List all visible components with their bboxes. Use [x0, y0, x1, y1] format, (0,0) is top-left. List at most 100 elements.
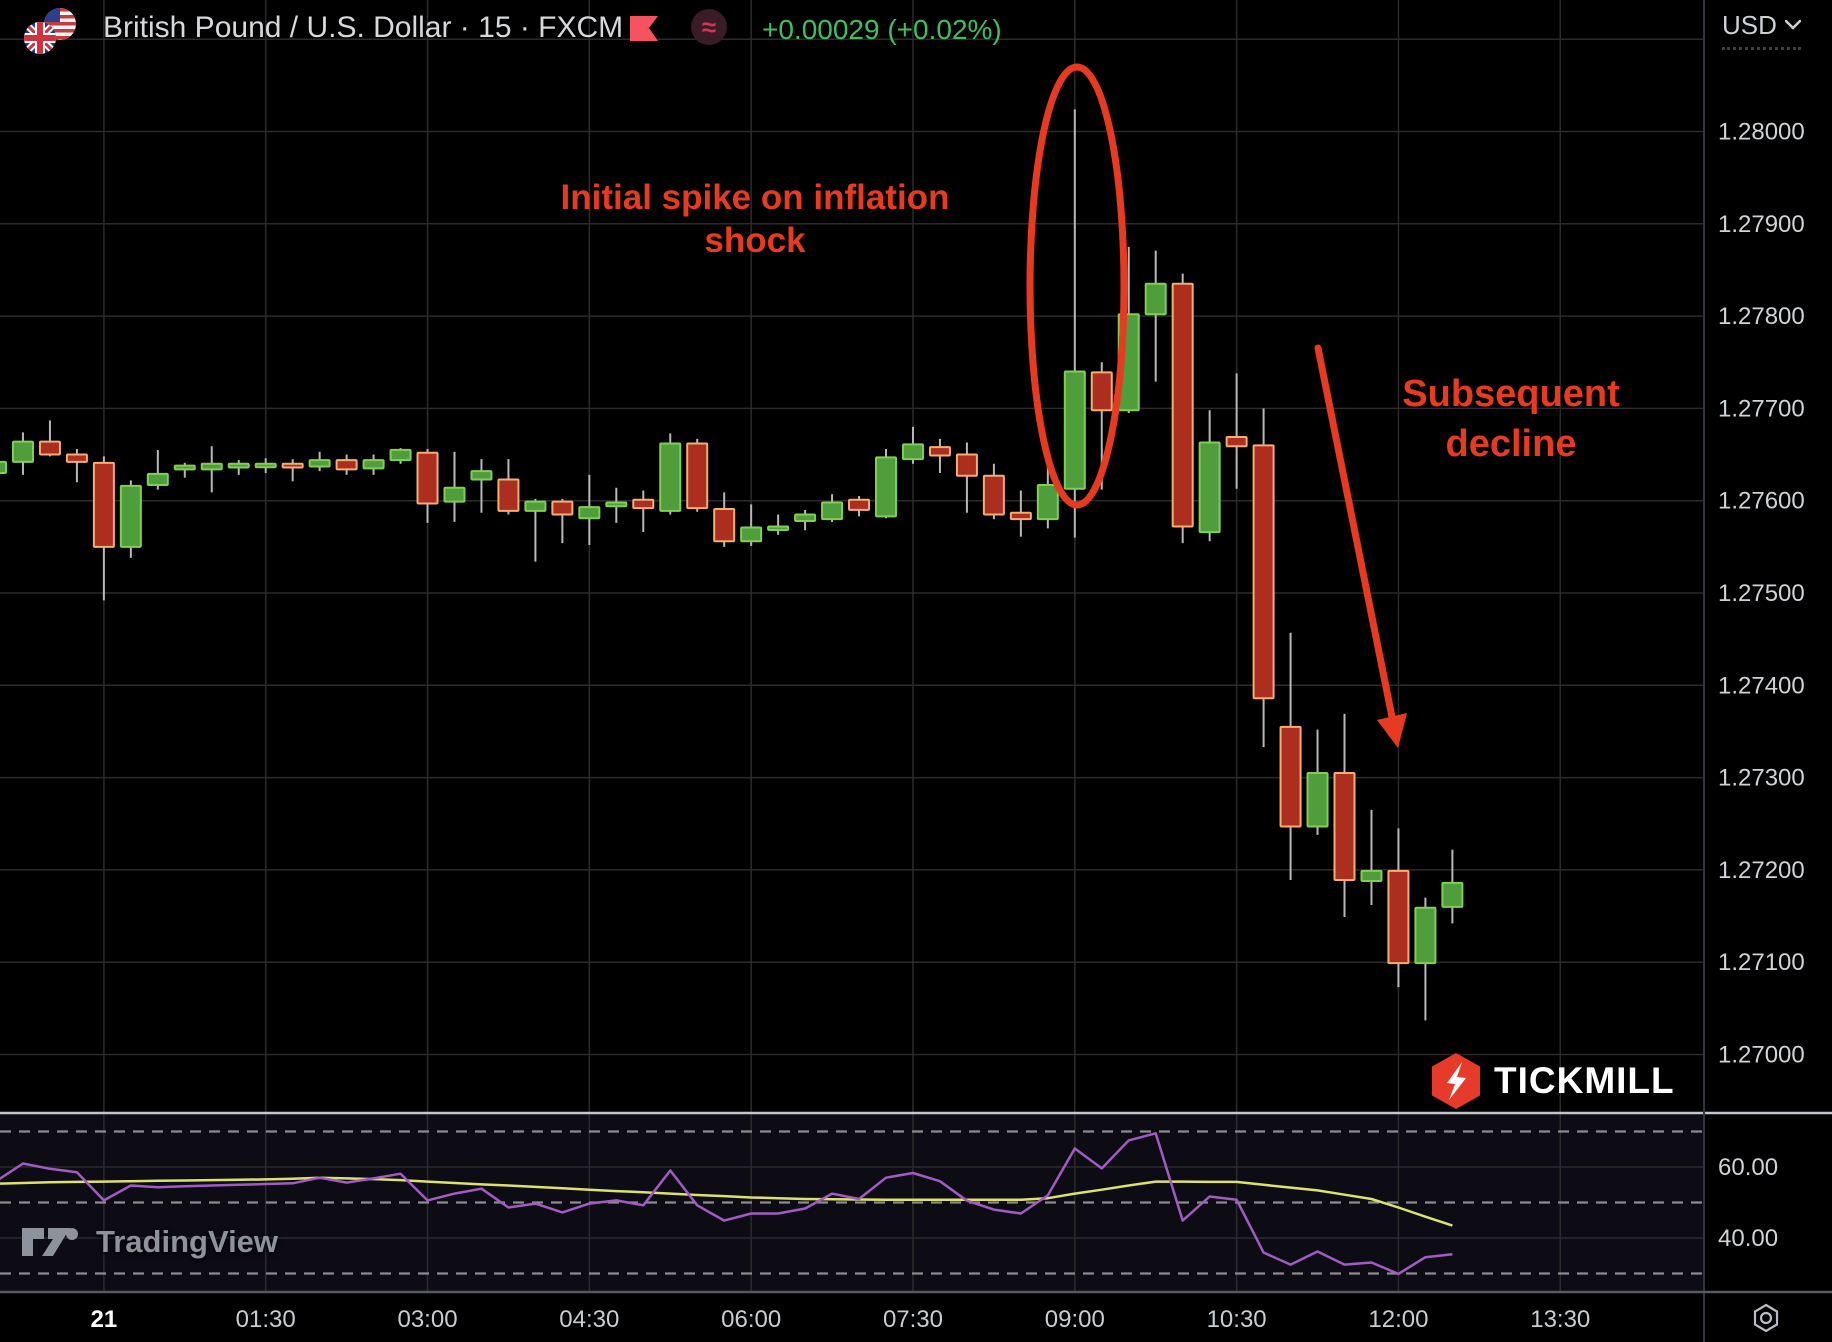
candle-03:15 [443, 486, 466, 503]
price-axis-label[interactable]: 1.27300 [1718, 765, 1805, 792]
price-axis-label[interactable]: 1.27700 [1718, 395, 1805, 422]
annotation-subsequent-decline: Subsequent decline [1311, 369, 1711, 469]
tradingview-watermark: TradingView [20, 1224, 278, 1260]
candle-12:15 [1414, 906, 1437, 965]
time-axis-label[interactable]: 12:00 [1368, 1306, 1428, 1333]
time-axis-label[interactable]: 21 [91, 1306, 118, 1333]
candle-03:00 [416, 451, 439, 505]
price-axis-label[interactable]: 1.28000 [1718, 119, 1805, 146]
candle-08:15 [982, 474, 1005, 516]
candle-02:15 [335, 459, 358, 471]
approx-price-icon[interactable]: ≈ [691, 9, 727, 45]
time-axis-label[interactable]: 03:00 [397, 1306, 457, 1333]
candle-01:00 [200, 462, 223, 471]
candle-00:30 [146, 472, 169, 487]
tradingview-watermark-label: TradingView [96, 1224, 279, 1259]
candle-12:30 [1441, 881, 1464, 908]
candle-06:30 [794, 513, 817, 523]
annotation-line: shock [704, 221, 806, 260]
candle-23:45 [65, 453, 88, 463]
tickmill-hexagon-icon [1432, 1053, 1480, 1109]
candle-05:15 [659, 442, 682, 512]
price-axis-label[interactable]: 1.27800 [1718, 303, 1805, 330]
candle-00:15 [119, 484, 142, 548]
time-axis-label[interactable]: 06:00 [721, 1306, 781, 1333]
price-axis-label[interactable]: 1.27900 [1718, 211, 1805, 238]
tickmill-logo: TICKMILL [1428, 1052, 1675, 1110]
time-axis-label[interactable]: 01:30 [236, 1306, 296, 1333]
candle-02:45 [389, 448, 412, 462]
candle-06:00 [740, 526, 763, 543]
rsi-axis-label[interactable]: 60.00 [1718, 1154, 1778, 1181]
candle-23:00 [0, 460, 7, 475]
candle-05:30 [686, 442, 709, 510]
decline-arrow-line [1314, 344, 1396, 721]
candle-03:45 [497, 478, 520, 512]
symbol-title[interactable]: British Pound / U.S. Dollar · 15 · FXCM [103, 11, 624, 44]
candle-08:45 [1036, 484, 1059, 521]
annotation-initial-spike: Initial spike on inflation shock [475, 176, 1035, 262]
candle-10:45 [1252, 444, 1275, 700]
price-axis-label[interactable]: 1.27500 [1718, 580, 1805, 607]
candle-00:45 [173, 464, 196, 471]
candle-11:15 [1306, 771, 1329, 828]
time-axis-label[interactable]: 13:30 [1530, 1306, 1590, 1333]
annotation-line: Initial spike on inflation [560, 178, 950, 217]
time-axis-label[interactable]: 07:30 [883, 1306, 943, 1333]
chevron-down-icon [1784, 19, 1802, 30]
candle-01:30 [254, 462, 277, 469]
candle-04:00 [524, 500, 547, 512]
flag-marker-icon[interactable] [630, 16, 660, 42]
candle-07:00 [848, 498, 871, 511]
price-change: +0.00029 (+0.02%) [762, 14, 1002, 45]
candle-09:15 [1090, 371, 1113, 412]
decline-arrow-head [1377, 713, 1407, 748]
candle-06:45 [821, 501, 844, 521]
candle-03:30 [470, 470, 493, 481]
annotation-line: Subsequent [1402, 373, 1620, 415]
gb-flag-icon [24, 22, 56, 54]
rsi-ma-line [0, 1176, 1453, 1227]
time-axis-label[interactable]: 10:30 [1207, 1306, 1267, 1333]
candle-05:00 [632, 498, 655, 510]
candle-10:15 [1198, 441, 1221, 534]
price-axis-label[interactable]: 1.27100 [1718, 949, 1805, 976]
tradingview-logo-icon [22, 1228, 78, 1256]
candle-10:00 [1171, 282, 1194, 528]
candle-04:45 [605, 501, 628, 508]
currency-selector-label: USD [1722, 10, 1777, 40]
candle-12:00 [1387, 869, 1410, 965]
candle-09:45 [1144, 282, 1167, 316]
spike-highlight-ellipse [1026, 63, 1128, 509]
candle-11:00 [1279, 725, 1302, 828]
rsi-line [0, 1132, 1453, 1276]
candle-07:30 [901, 443, 924, 461]
candle-11:30 [1333, 771, 1356, 882]
timezone-settings-icon[interactable] [1750, 1302, 1782, 1334]
candle-07:15 [875, 456, 898, 518]
currency-selector[interactable]: USD [1722, 10, 1802, 50]
candle-06:15 [767, 525, 790, 532]
rsi-axis-label[interactable]: 40.00 [1718, 1225, 1778, 1252]
candle-04:30 [578, 506, 601, 520]
price-axis-label[interactable]: 1.27400 [1718, 672, 1805, 699]
candle-08:00 [955, 453, 978, 477]
candle-01:15 [227, 462, 250, 469]
candle-09:00 [1063, 370, 1086, 490]
price-axis-label[interactable]: 1.27600 [1718, 488, 1805, 515]
candle-02:00 [308, 459, 331, 468]
candle-04:15 [551, 500, 574, 516]
price-axis-label[interactable]: 1.27000 [1718, 1042, 1805, 1069]
time-axis-label[interactable]: 09:00 [1045, 1306, 1105, 1333]
candle-11:45 [1360, 869, 1383, 882]
rsi-pane-background [0, 1113, 1704, 1292]
candle-00:00 [92, 461, 115, 548]
price-axis-label[interactable]: 1.27200 [1718, 857, 1805, 884]
candle-05:45 [713, 508, 736, 543]
candle-01:45 [281, 462, 304, 469]
annotation-line: decline [1445, 423, 1577, 465]
time-axis-label[interactable]: 04:30 [559, 1306, 619, 1333]
tickmill-watermark-label: TICKMILL [1494, 1060, 1675, 1101]
